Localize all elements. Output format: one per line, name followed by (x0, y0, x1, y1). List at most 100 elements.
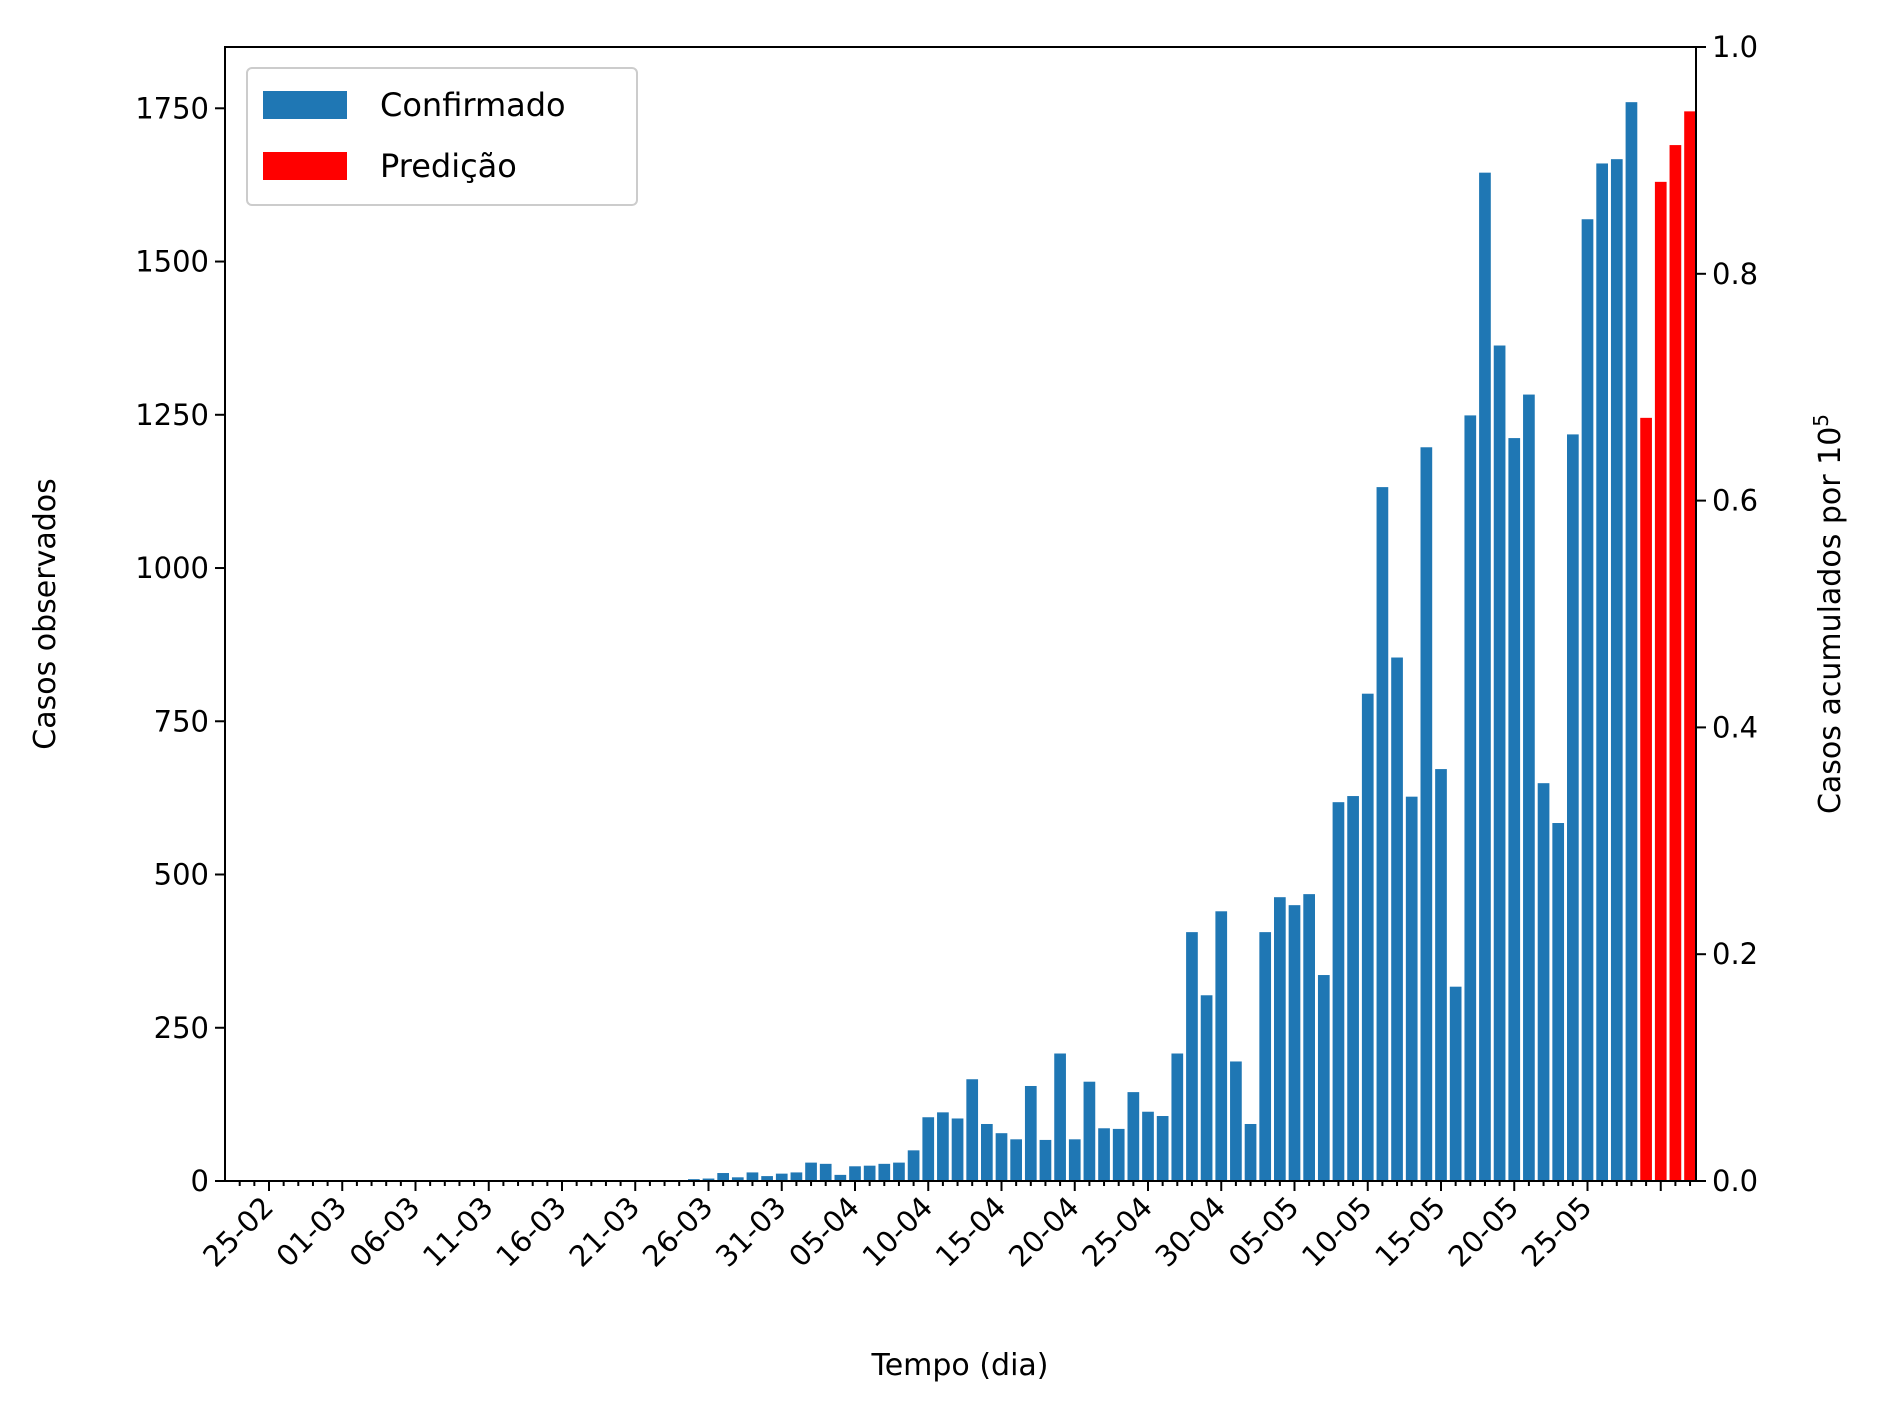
bar-confirmado-49 (981, 1123, 993, 1181)
bar-confirmado-52 (1024, 1085, 1037, 1181)
bar-confirmado-64 (1200, 995, 1213, 1181)
x-tick-label: 15-05 (1368, 1190, 1452, 1274)
bar-confirmado-79 (1420, 447, 1433, 1181)
y-tick-label: 1750 (135, 91, 209, 125)
bar-confirmado-67 (1244, 1123, 1257, 1181)
y-tick-label: 0 (191, 1164, 209, 1198)
x-tick-label: 16-03 (489, 1190, 573, 1274)
bar-confirmado-90 (1581, 219, 1594, 1181)
bar-confirmado-58 (1112, 1128, 1125, 1181)
y-right-tick-label: 1.0 (1712, 30, 1758, 64)
bar-confirmado-77 (1391, 657, 1403, 1181)
y-axis-right-label-base: Casos acumulados por 10 (1813, 427, 1848, 814)
y-right-tick-label: 0.6 (1712, 484, 1758, 518)
bar-confirmado-42 (878, 1163, 891, 1181)
bar-confirmado-91 (1596, 163, 1608, 1181)
x-tick-label: 05-05 (1222, 1190, 1306, 1274)
y-tick-label: 500 (154, 858, 209, 892)
y-right-tick-label: 0.8 (1712, 257, 1758, 291)
bar-confirmado-85 (1508, 438, 1521, 1182)
bar-confirmado-40 (849, 1166, 861, 1181)
y-tick-label: 750 (154, 704, 209, 738)
x-tick-label: 06-03 (343, 1190, 427, 1274)
bar-confirmado-83 (1479, 172, 1491, 1181)
y-axis-right-ticks: 0.0 0.2 0.4 0.6 0.8 1.0 (1696, 30, 1758, 1198)
bar-confirmado-68 (1259, 932, 1272, 1181)
bar-confirmado-63 (1186, 932, 1198, 1181)
x-tick-label: 05-04 (782, 1190, 866, 1274)
bar-confirmado-59 (1127, 1092, 1140, 1181)
bar-confirmado-46 (937, 1112, 949, 1181)
bar-confirmado-32 (731, 1177, 744, 1181)
bar-confirmado-70 (1288, 905, 1301, 1181)
x-tick-label: 20-04 (1002, 1190, 1086, 1274)
legend-label-predicao: Predição (380, 147, 517, 185)
bar-predicao-0 (1640, 417, 1652, 1182)
x-axis-ticks: 25-0201-0306-0311-0316-0321-0326-0331-03… (196, 1181, 1692, 1274)
legend-label-confirmado: Confirmado (380, 86, 566, 124)
bar-confirmado-56 (1083, 1081, 1096, 1181)
x-tick-label: 26-03 (636, 1190, 720, 1274)
legend: Confirmado Predição (246, 67, 638, 206)
x-tick-label: 11-03 (416, 1190, 500, 1274)
bars-layer (673, 102, 1696, 1182)
bar-confirmado-57 (1098, 1128, 1110, 1181)
bar-confirmado-51 (1010, 1139, 1022, 1181)
plot-frame (224, 46, 1697, 1182)
y-tick-label: 1250 (135, 398, 209, 432)
x-tick-label: 30-04 (1149, 1190, 1233, 1274)
bar-confirmado-93 (1625, 102, 1638, 1181)
y-axis-label: Casos observados (28, 478, 63, 749)
legend-swatch-confirmado (263, 91, 347, 119)
legend-swatch-predicao (263, 152, 347, 180)
bar-confirmado-69 (1274, 897, 1286, 1181)
bar-confirmado-87 (1537, 783, 1550, 1181)
bar-confirmado-31 (717, 1173, 729, 1181)
bar-confirmado-33 (746, 1172, 759, 1181)
bar-predicao-2 (1669, 145, 1682, 1182)
y-axis-ticks: 0 250 500 750 1000 1250 1500 1750 (135, 91, 225, 1198)
bar-confirmado-75 (1361, 693, 1374, 1181)
bar-predicao-3 (1684, 111, 1696, 1182)
bar-predicao-1 (1654, 181, 1667, 1182)
bar-confirmado-55 (1068, 1139, 1081, 1181)
y-right-tick-label: 0.2 (1712, 937, 1758, 971)
x-tick-label: 25-04 (1075, 1190, 1159, 1274)
y-right-tick-label: 0.0 (1712, 1164, 1758, 1198)
bar-confirmado-76 (1376, 487, 1389, 1181)
bar-confirmado-43 (893, 1162, 905, 1181)
y-axis-right-label: Casos acumulados por 105 (1809, 414, 1848, 814)
y-tick-label: 1500 (135, 245, 209, 279)
y-tick-label: 1000 (135, 551, 209, 585)
x-tick-label: 01-03 (270, 1190, 354, 1274)
bar-confirmado-60 (1142, 1111, 1154, 1181)
x-tick-label: 25-05 (1515, 1190, 1599, 1274)
x-tick-label: 10-05 (1295, 1190, 1379, 1274)
bar-confirmado-84 (1493, 345, 1506, 1181)
bar-confirmado-45 (922, 1117, 935, 1181)
bar-confirmado-65 (1215, 911, 1228, 1181)
bar-confirmado-44 (907, 1150, 920, 1181)
bar-confirmado-53 (1039, 1139, 1052, 1181)
bar-confirmado-36 (790, 1172, 803, 1181)
bar-confirmado-54 (1054, 1053, 1066, 1181)
bar-confirmado-92 (1610, 159, 1623, 1182)
bar-confirmado-48 (966, 1079, 979, 1181)
bar-confirmado-34 (761, 1176, 773, 1181)
x-tick-label: 31-03 (709, 1190, 793, 1274)
bar-confirmado-86 (1523, 394, 1535, 1181)
y-right-tick-label: 0.4 (1712, 710, 1758, 744)
bar-confirmado-89 (1567, 434, 1579, 1181)
bar-confirmado-80 (1435, 769, 1447, 1181)
bar-confirmado-38 (819, 1163, 832, 1181)
bar-confirmado-61 (1156, 1116, 1169, 1181)
x-tick-label: 15-04 (929, 1190, 1013, 1274)
x-tick-label: 21-03 (563, 1190, 647, 1274)
bar-confirmado-88 (1552, 823, 1565, 1181)
y-axis-right-label-exponent: 5 (1809, 414, 1833, 427)
bar-confirmado-71 (1303, 894, 1315, 1181)
bar-confirmado-47 (951, 1118, 964, 1181)
x-axis-label: Tempo (dia) (870, 1348, 1048, 1383)
bar-confirmado-50 (995, 1133, 1008, 1181)
